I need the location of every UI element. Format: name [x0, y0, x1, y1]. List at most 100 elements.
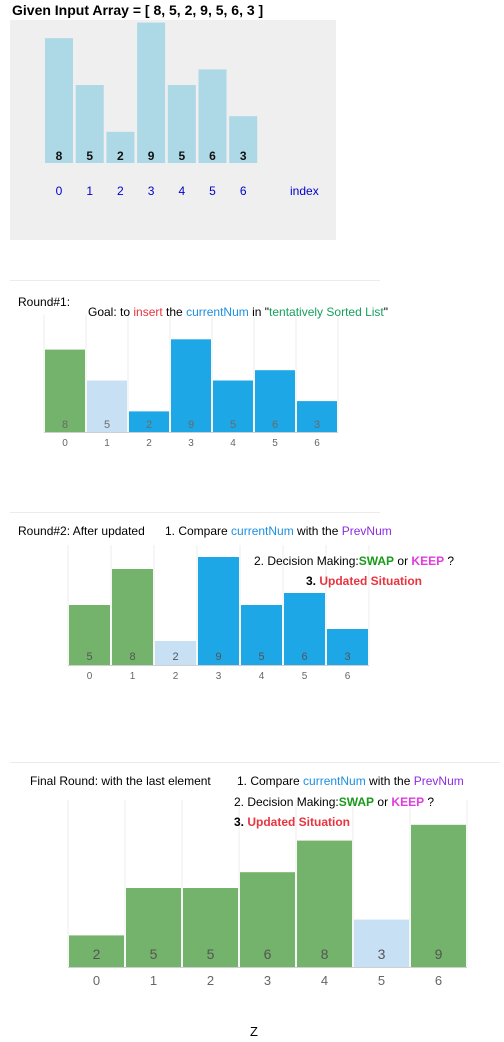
index-tick-label: 0: [56, 184, 63, 198]
index-tick-label: 0: [62, 438, 68, 449]
step-prevnum: PrevNum: [341, 524, 392, 538]
index-tick-label: 4: [321, 973, 328, 988]
page-title: Given Input Array = [ 8, 5, 2, 9, 5, 6, …: [12, 2, 264, 18]
goal-text: the: [162, 305, 187, 319]
bar-1: [112, 569, 153, 665]
bar-value-label: 5: [86, 651, 92, 663]
bar-value-label: 8: [129, 651, 135, 663]
step-keep: KEEP: [411, 554, 445, 568]
step-text: 2. Decision Making:: [234, 795, 339, 809]
index-tick-label: 2: [173, 671, 179, 682]
footer-label: Z: [250, 1024, 258, 1039]
final-step2: 2. Decision Making:SWAP or KEEP ?: [234, 795, 434, 809]
index-tick-label: 2: [146, 438, 152, 449]
bar-3: [198, 557, 239, 665]
bar-4: [241, 605, 282, 665]
bar-value-label: 6: [301, 651, 307, 663]
step-updated: Updated Situation: [247, 815, 351, 829]
round1-goal: Goal: to insert the currentNum in "tenta…: [88, 305, 388, 319]
bar-0: [69, 935, 124, 967]
divider: [10, 280, 380, 281]
index-tick-label: 2: [207, 973, 214, 988]
step-prevnum: PrevNum: [413, 774, 464, 788]
bar-value-label: 9: [435, 946, 443, 962]
bar-6: [229, 116, 258, 163]
step-swap: SWAP: [338, 795, 375, 809]
step-text: 2. Decision Making:: [254, 554, 359, 568]
index-tick-label: 1: [104, 438, 110, 449]
goal-insert: insert: [133, 305, 163, 319]
index-tick-label: 5: [209, 184, 216, 198]
bar-0: [45, 349, 85, 432]
bar-5: [198, 69, 227, 163]
goal-currentnum: currentNum: [186, 305, 249, 319]
step-number: 3.: [234, 815, 248, 829]
index-tick-label: 6: [345, 671, 351, 682]
bar-0: [69, 605, 110, 665]
final-round-chart: 2 0 5 1 5 2 6 3 8 4 3 5 9 6: [67, 800, 468, 988]
step-keep: KEEP: [391, 795, 425, 809]
input-array-chart: 8 0 5 1 2 2 9 3 5 4 6 5 3 6 index: [45, 22, 319, 198]
bar-2: [106, 131, 135, 163]
bar-6: [297, 401, 337, 432]
bar-value-label: 3: [240, 149, 247, 163]
bar-value-label: 5: [207, 946, 215, 962]
bar-1: [75, 85, 104, 163]
bar-3: [171, 339, 211, 432]
final-step3: 3. Updated Situation: [234, 815, 350, 829]
index-tick-label: 6: [240, 184, 247, 198]
bar-value-label: 2: [172, 651, 178, 663]
index-tick-label: 4: [259, 671, 265, 682]
bar-value-label: 2: [146, 419, 152, 431]
index-tick-label: 5: [272, 438, 278, 449]
bar-value-label: 8: [321, 946, 329, 962]
index-tick-label: 3: [264, 973, 271, 988]
bar-2: [155, 641, 196, 665]
bar-value-label: 2: [93, 946, 101, 962]
bar-value-label: 5: [150, 946, 158, 962]
goal-text: ": [383, 305, 389, 319]
step-text: with the: [293, 524, 342, 538]
round1-chart: 8 0 5 1 2 2 9 3 5 4 6 5 3 6: [43, 315, 339, 449]
bar-5: [284, 593, 325, 665]
x-axis-label: index: [290, 184, 319, 198]
goal-text: Goal: to: [88, 305, 134, 319]
bar-2: [129, 411, 169, 432]
bar-value-label: 5: [178, 149, 185, 163]
bar-value-label: 5: [258, 651, 264, 663]
round2-label: Round#2: After updated: [18, 524, 145, 538]
bar-value-label: 9: [215, 651, 221, 663]
index-tick-label: 0: [93, 973, 100, 988]
index-tick-label: 5: [378, 973, 385, 988]
index-tick-label: 0: [87, 671, 93, 682]
bar-value-label: 3: [314, 419, 320, 431]
bar-value-label: 3: [378, 946, 386, 962]
index-tick-label: 1: [150, 973, 157, 988]
bar-3: [137, 22, 166, 163]
bar-4: [213, 380, 253, 432]
step-text: 1. Compare: [165, 524, 232, 538]
index-tick-label: 4: [230, 438, 236, 449]
round2-step3: 3. Updated Situation: [306, 574, 422, 588]
goal-text: in ": [248, 305, 270, 319]
bar-value-label: 2: [117, 149, 124, 163]
round2-step1: 1. Compare currentNum with the PrevNum: [165, 524, 392, 538]
final-step1: 1. Compare currentNum with the PrevNum: [237, 774, 464, 788]
divider: [10, 762, 500, 763]
step-text: with the: [365, 774, 414, 788]
index-tick-label: 4: [178, 184, 185, 198]
round2-chart: 5 0 8 1 2 2 9 3 5 4 6 5 3 6: [67, 545, 370, 682]
step-text: ?: [444, 554, 455, 568]
bar-value-label: 9: [148, 149, 155, 163]
step-text: ?: [424, 795, 435, 809]
bar-value-label: 6: [264, 946, 272, 962]
bar-4: [297, 840, 352, 967]
final-round-label: Final Round: with the last element: [30, 774, 211, 788]
bar-4: [167, 85, 196, 163]
bar-value-label: 6: [272, 419, 278, 431]
bar-0: [45, 38, 73, 164]
bar-1: [87, 380, 127, 432]
bar-1: [126, 888, 181, 967]
index-tick-label: 2: [117, 184, 124, 198]
